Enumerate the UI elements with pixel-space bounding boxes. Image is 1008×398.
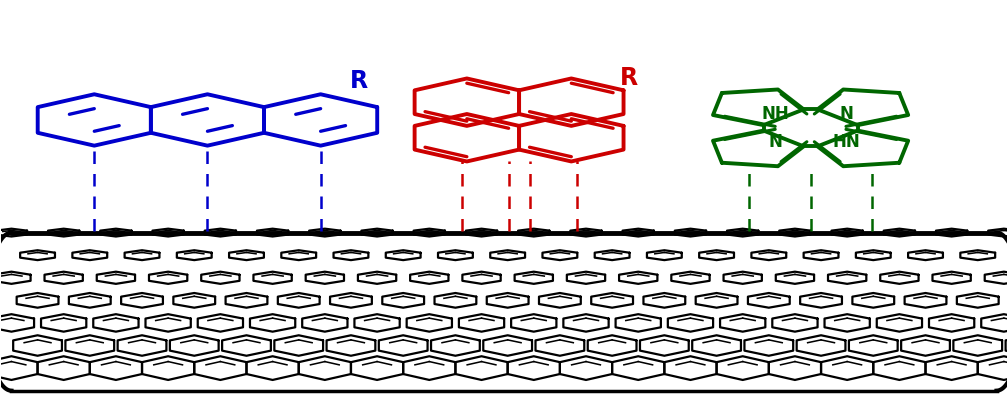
Text: N: N (839, 105, 853, 123)
Text: R: R (350, 69, 368, 93)
Text: N: N (768, 133, 782, 151)
Text: R: R (620, 66, 638, 90)
Text: HN: HN (832, 133, 860, 151)
Text: NH: NH (761, 105, 789, 123)
